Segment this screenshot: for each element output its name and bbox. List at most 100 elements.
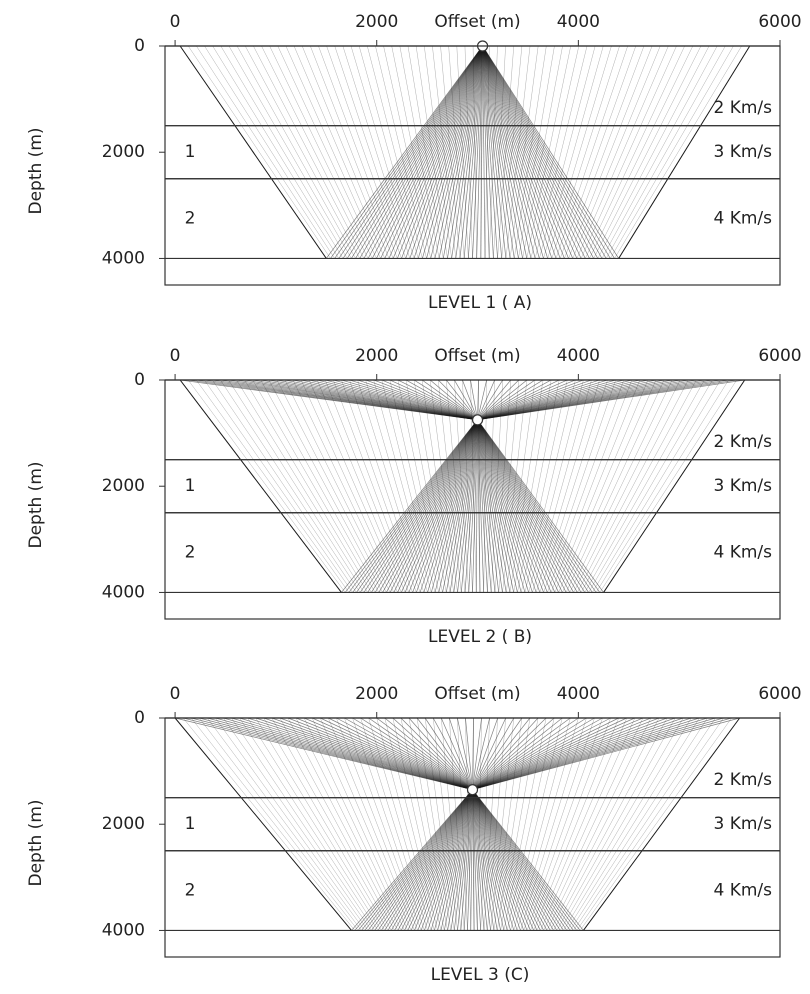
ray [414,46,483,258]
y-axis-title: Depth (m) [26,461,46,548]
ray [564,718,692,930]
ray [278,46,377,258]
x-tick-label: 0 [170,684,181,704]
ray [237,380,368,592]
layer-label: 1 [185,814,196,834]
ray [309,380,401,592]
velocity-label: 2 Km/s [713,432,772,452]
ray [570,718,707,930]
ray [400,46,439,258]
y-tick-label: 4000 [102,248,145,268]
ray [441,46,460,258]
source [468,785,478,795]
ray [356,420,477,593]
ray-envelope [180,380,341,592]
x-tick-label: 6000 [758,684,801,704]
ray [473,718,563,790]
ray [478,420,604,593]
ray [473,718,700,790]
x-tick-label: 6000 [758,12,801,32]
ray [544,380,616,592]
ray [394,420,478,593]
velocity-label: 2 Km/s [713,98,772,118]
ray [592,380,720,592]
y-tick-label: 4000 [102,920,145,940]
layer-label: 2 [185,209,196,229]
x-tick-label: 4000 [557,684,600,704]
ray [213,46,343,258]
ray [473,718,603,790]
ray [527,718,602,930]
ray [478,420,593,593]
ray [569,46,653,258]
ray [539,46,595,258]
ray [566,380,664,592]
x-tick-label: 6000 [758,346,801,366]
ray [567,718,700,930]
panel-title: LEVEL 1 ( A) [428,293,532,313]
ray [483,46,577,258]
ray [270,46,373,258]
x-tick-label: 4000 [557,346,600,366]
y-tick-label: 0 [134,370,145,390]
ray [602,46,717,258]
ray [310,46,393,258]
ray [473,718,651,790]
ray [245,46,360,258]
ray [188,380,345,592]
x-axis-title: Offset (m) [434,684,520,704]
ray [395,790,473,931]
velocity-label: 4 Km/s [713,543,772,563]
ray [585,380,705,592]
ray [577,380,688,592]
ray [375,790,473,931]
ray [353,718,473,790]
ray [398,790,473,931]
velocity-label: 2 Km/s [713,770,772,790]
ray [524,718,595,930]
panel-title: LEVEL 3 (C) [431,965,530,985]
ray [385,46,483,258]
ray [220,380,360,592]
y-tick-label: 2000 [102,814,145,834]
ray [360,46,483,258]
velocity-label: 3 Km/s [713,814,772,834]
ray [325,380,409,592]
y-tick-label: 2000 [102,142,145,162]
y-tick-label: 2000 [102,476,145,496]
ray [556,46,628,258]
ray [548,46,612,258]
x-axis-title: Offset (m) [434,346,520,366]
x-axis-title: Offset (m) [434,12,520,32]
x-tick-label: 2000 [355,684,398,704]
ray [473,790,528,931]
ray [473,790,541,931]
ray [577,46,668,258]
ray [473,790,564,931]
ray [304,718,404,930]
ray [483,46,582,258]
velocity-label: 3 Km/s [713,476,772,496]
ray [478,420,544,593]
ray [253,380,375,592]
x-tick-label: 2000 [355,12,398,32]
figure: 2 Km/s 3 Km/s 1 4 Km/s 2 0 2000 4000 6000 0 2000 40… [0,0,810,994]
velocity-label: 3 Km/s [713,142,772,162]
ray [397,46,482,258]
y-axis-title: Depth (m) [26,127,46,214]
ray [347,46,482,258]
x-tick-label: 2000 [355,346,398,366]
ray [232,718,375,930]
plot-frame [165,718,780,957]
ray [585,46,684,258]
ray [483,46,611,258]
x-tick-label: 4000 [557,12,600,32]
ray [371,790,472,931]
ray [598,46,709,258]
ray [301,380,397,592]
velocity-label: 4 Km/s [713,209,772,229]
ray [483,46,607,258]
ray [361,718,473,790]
y-tick-label: 0 [134,708,145,728]
ray [559,380,648,592]
